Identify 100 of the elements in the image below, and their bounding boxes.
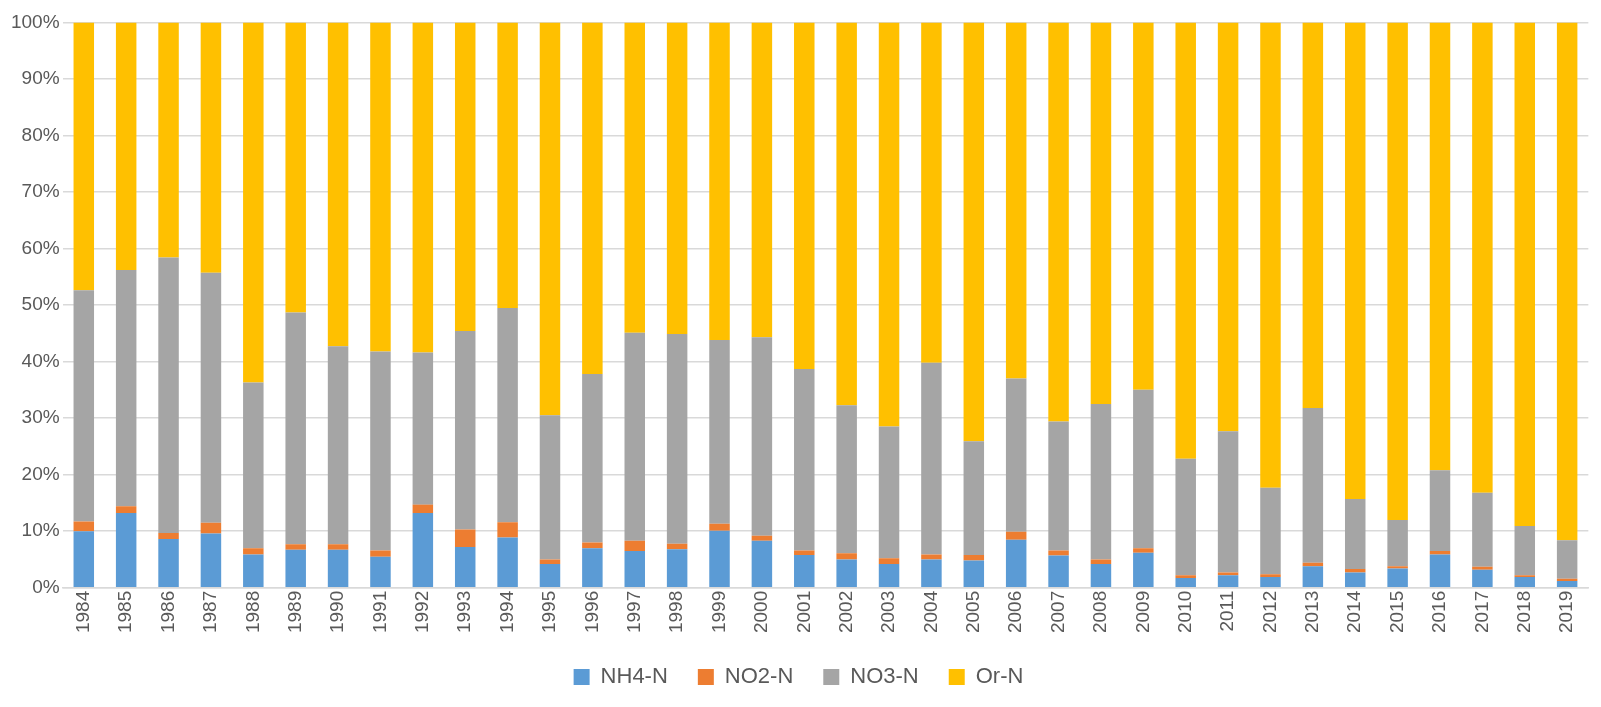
bar	[285, 549, 306, 587]
bar	[539, 22, 561, 416]
bar	[1387, 568, 1408, 587]
bar	[921, 22, 942, 363]
bar	[1175, 575, 1196, 579]
bar	[751, 337, 773, 536]
bar	[1429, 470, 1451, 551]
bar	[1260, 576, 1281, 587]
bar	[497, 537, 518, 587]
bar	[1005, 22, 1027, 379]
bar	[751, 540, 773, 587]
y-tick-label: 30%	[21, 406, 60, 428]
bar	[1472, 492, 1493, 567]
bar	[751, 22, 773, 338]
bar	[285, 22, 306, 313]
bar	[878, 22, 900, 427]
bar	[370, 351, 391, 551]
bar	[582, 22, 603, 375]
x-tick-label: 2019	[1555, 590, 1577, 634]
bar	[1344, 572, 1366, 587]
bar	[709, 523, 730, 531]
bar	[1387, 519, 1408, 567]
bar	[497, 307, 518, 523]
y-tick-label: 100%	[10, 10, 60, 32]
bar	[963, 560, 985, 587]
y-tick-label: 0%	[32, 575, 60, 597]
x-tick-label: 2006	[1004, 590, 1026, 634]
bar	[836, 553, 857, 560]
bar	[624, 22, 645, 333]
bar	[963, 554, 985, 561]
y-tick-label: 70%	[21, 180, 60, 202]
bar	[1260, 574, 1281, 577]
bar	[921, 554, 942, 560]
bar	[454, 529, 476, 548]
bar	[370, 550, 391, 557]
x-tick-label: 1992	[411, 590, 433, 634]
bar	[115, 22, 137, 271]
bar	[243, 382, 264, 549]
x-tick-label: 2012	[1258, 590, 1280, 634]
bar	[412, 513, 434, 587]
x-tick-label: 2010	[1173, 590, 1195, 634]
bar	[1387, 566, 1408, 569]
bar	[1048, 22, 1069, 422]
bar	[1048, 421, 1069, 551]
x-tick-label: 1989	[283, 590, 305, 634]
bar	[1429, 554, 1451, 587]
bar	[1514, 576, 1536, 587]
bar	[285, 312, 306, 545]
legend-label: NH4-N	[600, 663, 668, 689]
x-tick-label: 1993	[453, 590, 475, 634]
bar	[200, 533, 222, 587]
bar	[1302, 407, 1324, 563]
bar	[1514, 22, 1536, 527]
bar	[1133, 22, 1154, 390]
bar	[1556, 540, 1578, 579]
bar	[1005, 531, 1027, 540]
bar	[539, 563, 561, 587]
bar	[200, 272, 222, 523]
bar	[1387, 22, 1408, 520]
bar	[73, 531, 95, 587]
bar	[412, 504, 434, 514]
bar	[115, 270, 137, 507]
x-tick-label: 1999	[707, 590, 729, 634]
bar	[1472, 22, 1493, 493]
x-tick-label: 1994	[495, 590, 517, 634]
bar	[963, 22, 985, 442]
legend-label: NO2-N	[724, 663, 794, 689]
x-tick-label: 2007	[1046, 590, 1068, 634]
bar	[1175, 22, 1196, 459]
bar	[624, 550, 645, 587]
x-tick-label: 1998	[665, 590, 687, 634]
bar	[1344, 498, 1366, 570]
bar	[497, 522, 518, 538]
x-tick-label: 2000	[750, 590, 772, 634]
bar	[963, 441, 985, 555]
bar	[1175, 458, 1196, 576]
x-tick-label: 2002	[834, 590, 856, 634]
x-tick-label: 1987	[199, 590, 221, 634]
bar	[370, 22, 391, 352]
bar	[582, 548, 603, 587]
bar	[158, 22, 179, 258]
bar	[200, 522, 222, 534]
bar	[709, 530, 730, 587]
bar	[243, 22, 264, 383]
bar	[1048, 555, 1069, 587]
bar	[836, 559, 857, 587]
x-tick-label: 1997	[622, 590, 644, 634]
x-tick-label: 2011	[1216, 590, 1238, 632]
bar	[1472, 566, 1493, 570]
y-tick-label: 60%	[21, 236, 60, 258]
bar	[1514, 526, 1536, 576]
x-tick-label: 1991	[368, 590, 390, 634]
x-tick-label: 2017	[1470, 590, 1492, 634]
x-tick-label: 2003	[877, 590, 899, 634]
y-tick-label: 90%	[21, 67, 60, 89]
bar	[1260, 22, 1281, 488]
x-tick-label: 2014	[1343, 590, 1365, 634]
bar	[1217, 575, 1239, 587]
bar	[1005, 378, 1027, 532]
bar	[666, 549, 688, 587]
